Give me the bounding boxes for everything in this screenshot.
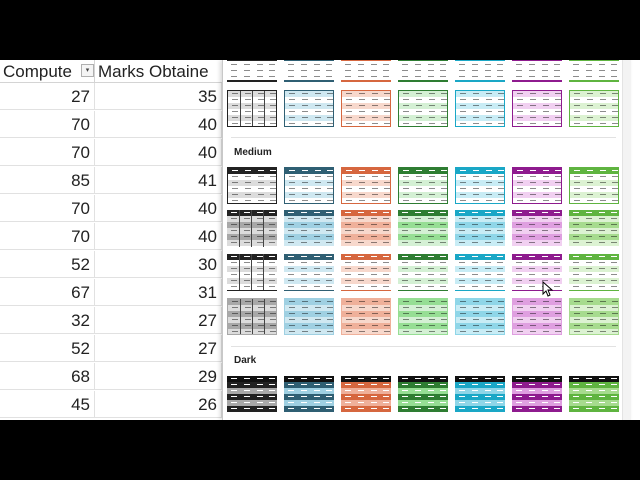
cell-computer[interactable]: 70 xyxy=(0,223,95,250)
table-style-thumbnail[interactable] xyxy=(569,167,619,204)
table-style-thumbnail[interactable] xyxy=(512,60,562,82)
table-style-thumbnail[interactable] xyxy=(569,298,619,335)
cell-computer[interactable]: 52 xyxy=(0,251,95,278)
column-header-marks[interactable]: Marks Obtaine xyxy=(95,60,223,83)
table-style-thumbnail[interactable] xyxy=(512,298,562,335)
table-style-thumbnail[interactable] xyxy=(227,298,277,335)
table-style-thumbnail[interactable] xyxy=(512,254,562,291)
table-style-thumbnail[interactable] xyxy=(512,90,562,127)
table-style-thumbnail[interactable] xyxy=(284,254,334,291)
table-style-thumbnail[interactable] xyxy=(227,90,277,127)
table-style-thumbnail[interactable] xyxy=(398,254,448,291)
cell-computer[interactable]: 70 xyxy=(0,111,95,138)
cell-marks[interactable]: 35 xyxy=(95,83,222,110)
table-style-thumbnail[interactable] xyxy=(284,167,334,204)
table-style-thumbnail[interactable] xyxy=(284,210,334,247)
table-style-thumbnail[interactable] xyxy=(455,298,505,335)
cell-marks[interactable]: 40 xyxy=(95,223,222,250)
table-style-thumbnail[interactable] xyxy=(512,210,562,247)
table-style-thumbnail[interactable] xyxy=(512,376,562,413)
cell-computer[interactable]: 45 xyxy=(0,391,95,418)
divider xyxy=(231,137,616,138)
column-header-computer-label: Compute xyxy=(3,62,72,81)
cell-marks[interactable]: 41 xyxy=(95,167,222,194)
table-style-thumbnail[interactable] xyxy=(284,90,334,127)
column-header-marks-label: Marks Obtaine xyxy=(98,62,209,81)
cell-marks[interactable]: 40 xyxy=(95,139,222,166)
table-style-thumbnail[interactable] xyxy=(227,167,277,204)
table-style-thumbnail[interactable] xyxy=(569,60,619,82)
table-style-thumbnail[interactable] xyxy=(398,210,448,247)
column-header-computer[interactable]: Compute xyxy=(0,60,95,83)
mouse-pointer-icon xyxy=(542,281,554,297)
cell-marks[interactable]: 29 xyxy=(95,363,222,390)
cell-computer[interactable]: 32 xyxy=(0,307,95,334)
table-style-thumbnail[interactable] xyxy=(227,60,277,82)
table-style-thumbnail[interactable] xyxy=(341,167,391,204)
table-style-thumbnail[interactable] xyxy=(455,167,505,204)
cell-marks[interactable]: 27 xyxy=(95,307,222,334)
table-style-thumbnail[interactable] xyxy=(398,376,448,413)
scrollbar[interactable] xyxy=(622,60,631,420)
table-style-thumbnail[interactable] xyxy=(455,376,505,413)
cell-computer[interactable]: 52 xyxy=(0,335,95,362)
table-style-thumbnail[interactable] xyxy=(341,254,391,291)
table-style-thumbnail[interactable] xyxy=(284,298,334,335)
table-style-thumbnail[interactable] xyxy=(341,298,391,335)
cell-computer[interactable]: 70 xyxy=(0,139,95,166)
table-style-thumbnail[interactable] xyxy=(341,210,391,247)
table-style-thumbnail[interactable] xyxy=(398,167,448,204)
table-style-thumbnail[interactable] xyxy=(284,60,334,82)
cell-marks[interactable]: 31 xyxy=(95,279,222,306)
table-style-thumbnail[interactable] xyxy=(341,60,391,82)
spreadsheet: Compute ▾ Marks Obtaine 27 35 70 40 70 40 85 41… xyxy=(0,60,223,420)
table-style-thumbnail[interactable] xyxy=(455,90,505,127)
section-title-dark: Dark xyxy=(234,355,257,366)
cell-marks[interactable]: 27 xyxy=(95,335,222,362)
cell-computer[interactable]: 85 xyxy=(0,167,95,194)
cell-computer[interactable]: 68 xyxy=(0,363,95,390)
table-style-thumbnail[interactable] xyxy=(569,210,619,247)
table-style-thumbnail[interactable] xyxy=(227,254,277,291)
divider xyxy=(231,346,616,347)
table-style-thumbnail[interactable] xyxy=(227,376,277,413)
table-style-thumbnail[interactable] xyxy=(284,376,334,413)
cell-marks[interactable]: 26 xyxy=(95,391,222,418)
table-style-thumbnail[interactable] xyxy=(398,90,448,127)
cell-marks[interactable]: 40 xyxy=(95,195,222,222)
table-style-thumbnail[interactable] xyxy=(569,376,619,413)
table-style-thumbnail[interactable] xyxy=(569,254,619,291)
table-style-thumbnail[interactable] xyxy=(512,167,562,204)
cell-marks[interactable]: 30 xyxy=(95,251,222,278)
table-style-gallery: Medium Dark xyxy=(222,60,631,420)
table-style-thumbnail[interactable] xyxy=(398,60,448,82)
table-style-thumbnail[interactable] xyxy=(455,254,505,291)
filter-dropdown-icon[interactable]: ▾ xyxy=(81,64,94,77)
table-style-thumbnail[interactable] xyxy=(227,210,277,247)
table-style-thumbnail[interactable] xyxy=(341,376,391,413)
table-style-thumbnail[interactable] xyxy=(341,90,391,127)
table-style-thumbnail[interactable] xyxy=(569,90,619,127)
table-style-thumbnail[interactable] xyxy=(455,210,505,247)
table-style-thumbnail[interactable] xyxy=(398,298,448,335)
section-title-medium: Medium xyxy=(234,147,272,158)
table-style-thumbnail[interactable] xyxy=(455,60,505,82)
cell-computer[interactable]: 27 xyxy=(0,83,95,110)
cell-marks[interactable]: 40 xyxy=(95,111,222,138)
app-window: Compute ▾ Marks Obtaine 27 35 70 40 70 40 85 41… xyxy=(0,60,640,420)
cell-computer[interactable]: 70 xyxy=(0,195,95,222)
cell-computer[interactable]: 67 xyxy=(0,279,95,306)
